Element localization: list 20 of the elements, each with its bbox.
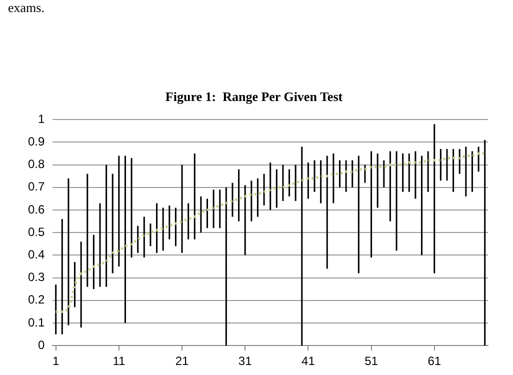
x-tick-label: 61 (428, 354, 442, 368)
x-tick-label: 31 (238, 354, 252, 368)
x-tick-label: 1 (52, 354, 60, 368)
x-tick-label: 51 (364, 354, 378, 368)
chart-title: Figure 1: Range Per Given Test (165, 89, 344, 104)
y-tick-label: 1 (38, 112, 45, 126)
y-tick-label: 0.5 (28, 224, 45, 239)
x-tick-label: 11 (112, 354, 126, 368)
x-tick-label: 41 (302, 354, 316, 368)
y-tick-label: 0.3 (28, 270, 45, 284)
text: exams. (8, 0, 44, 15)
y-tick-label: 0.7 (28, 180, 45, 194)
y-tick-label: 0.9 (28, 134, 45, 149)
y-tick-label: 0.8 (28, 157, 45, 172)
y-tick-label: 0.4 (28, 248, 45, 262)
y-tick-label: 0 (38, 338, 45, 352)
y-tick-label: 0.2 (28, 292, 45, 307)
y-tick-label: 0.6 (28, 202, 45, 216)
x-tick-label: 21 (175, 354, 190, 368)
y-tick-label: 0.1 (28, 315, 45, 330)
